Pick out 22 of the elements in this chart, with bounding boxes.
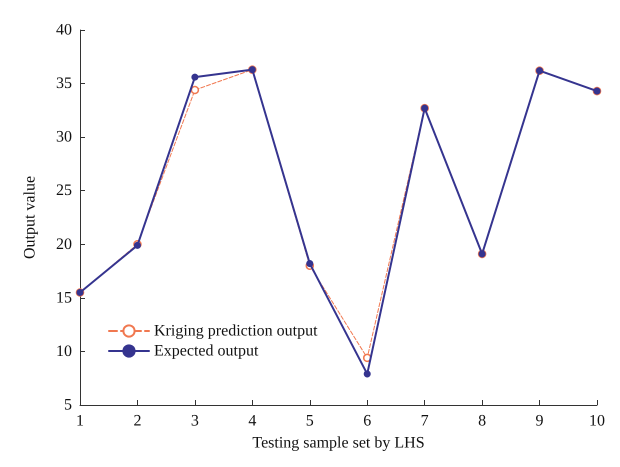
x-tick-label: 10 [589,412,605,430]
x-tick-label: 4 [248,412,256,430]
y-axis-title: Output value [22,176,38,260]
x-tick-label: 6 [363,412,372,430]
legend-label: Kriging prediction output [154,322,318,340]
x-tick-label: 9 [536,412,544,430]
y-tick-label: 30 [56,128,72,146]
x-tick-label: 1 [76,412,84,430]
y-tick-label: 35 [56,75,72,92]
x-tick-label: 7 [420,412,429,430]
y-tick-label: 20 [56,236,72,253]
x-tick-label: 8 [478,412,486,430]
y-tick-label: 10 [56,342,72,360]
x-tick-label: 5 [306,412,314,430]
y-tick-label: 15 [56,289,72,306]
y-tick-label: 40 [56,22,72,38]
x-tick-label: 3 [190,412,199,430]
x-axis-title: Testing sample set by LHS [252,434,425,452]
x-tick-label: 2 [133,412,142,430]
legend-label: Expected output [154,342,259,360]
y-tick-label: 5 [64,396,72,414]
y-tick-label: 25 [56,182,72,200]
